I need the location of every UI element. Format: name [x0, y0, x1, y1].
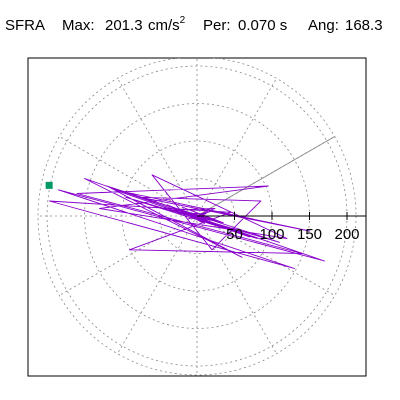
grid-spoke-330	[196, 215, 335, 296]
max-label: Max:	[62, 17, 95, 34]
chart-header: SFRA Max: 201.3 cm/s2 Per: 0.070 s Ang: …	[0, 0, 400, 40]
grid-spoke-300	[196, 215, 277, 354]
angle-value: 168.3	[345, 17, 383, 34]
radial-tick-label-50: 50	[226, 226, 243, 243]
grid-spoke-60	[196, 78, 277, 217]
angle-label: Ang:	[308, 17, 339, 34]
grid-spoke-240	[117, 215, 198, 354]
station-code: SFRA	[5, 17, 46, 34]
period-value: 0.070 s	[238, 17, 288, 34]
max-value: 201.3	[105, 17, 143, 34]
radial-tick-label-200: 200	[334, 226, 359, 243]
radial-tick-label-100: 100	[259, 226, 284, 243]
max-unit: cm/s2	[148, 15, 186, 34]
max-unit-text: cm/s	[148, 17, 180, 34]
period-label: Per:	[203, 17, 231, 34]
grid-spoke-120	[117, 78, 198, 217]
plot-frame	[27, 57, 367, 377]
peak-marker	[45, 181, 53, 189]
max-unit-exponent: 2	[179, 15, 186, 26]
radial-tick-label-150: 150	[297, 226, 322, 243]
reference-line	[196, 136, 335, 217]
orbit-trace	[48, 174, 325, 269]
grid-spoke-210	[59, 215, 198, 296]
